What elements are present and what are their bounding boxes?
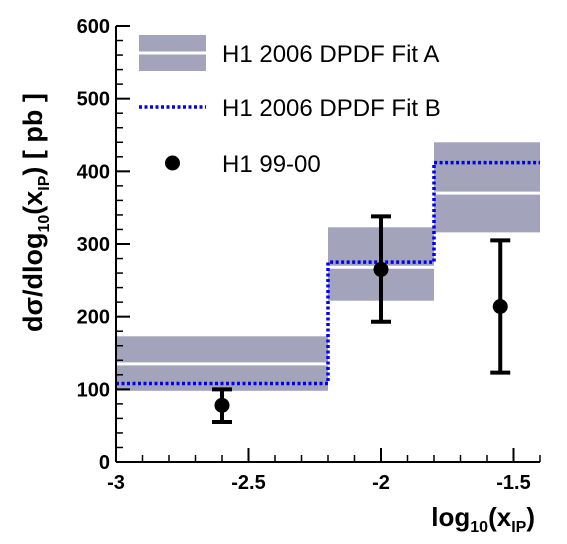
plot-area bbox=[116, 142, 540, 425]
y-axis-title-p1: dσ/dlog bbox=[18, 233, 48, 332]
y-axis-title-sub2: IP bbox=[36, 175, 53, 190]
y-tick-label-3: 300 bbox=[77, 234, 110, 256]
x-axis-title-end: ) bbox=[526, 502, 535, 532]
y-tick-label-1: 100 bbox=[77, 379, 110, 401]
x-tick-label-0: -3 bbox=[107, 472, 125, 494]
x-tick-label-2: -2 bbox=[372, 472, 390, 494]
y-tick-label-0: 0 bbox=[99, 452, 110, 474]
y-axis-title-p2: (x bbox=[18, 191, 48, 215]
y-tick-label-5: 500 bbox=[77, 89, 110, 111]
legend-label-0: H1 2006 DPDF Fit A bbox=[222, 41, 439, 68]
y-axis-title-p3: ) [ pb ] bbox=[18, 93, 48, 175]
y-tick-label-4: 400 bbox=[77, 161, 110, 183]
x-axis-title: log10(xIP) bbox=[431, 502, 535, 536]
x-axis-title-sub1: 10 bbox=[470, 519, 488, 536]
y-axis-title-sub1: 10 bbox=[36, 215, 53, 233]
y-tick-label-6: 600 bbox=[77, 16, 110, 38]
legend-h1-swatch bbox=[165, 155, 180, 171]
x-axis-title-mid: (x bbox=[488, 502, 512, 532]
fit-a-band-2 bbox=[434, 142, 540, 233]
axes: -3 -2.5 -2 -1.5 0 100 200 300 400 500 600 bbox=[77, 16, 541, 494]
x-tick-label-3: -1.5 bbox=[496, 472, 530, 494]
x-axis-title-base: log bbox=[431, 502, 470, 532]
h1-point-1 bbox=[373, 261, 389, 277]
y-tick-label-2: 200 bbox=[77, 307, 110, 329]
x-tick-label-1: -2.5 bbox=[231, 472, 265, 494]
h1-point-0 bbox=[214, 397, 230, 413]
legend-label-2: H1 99-00 bbox=[222, 151, 321, 178]
x-axis-title-sub2: IP bbox=[511, 519, 526, 536]
h1-point-2 bbox=[492, 298, 508, 314]
legend-label-1: H1 2006 DPDF Fit B bbox=[222, 95, 441, 122]
legend: H1 2006 DPDF Fit A H1 2006 DPDF Fit B H1 9… bbox=[139, 35, 441, 178]
y-axis-title: dσ/dlog10(xIP) [ pb ] bbox=[18, 93, 53, 332]
